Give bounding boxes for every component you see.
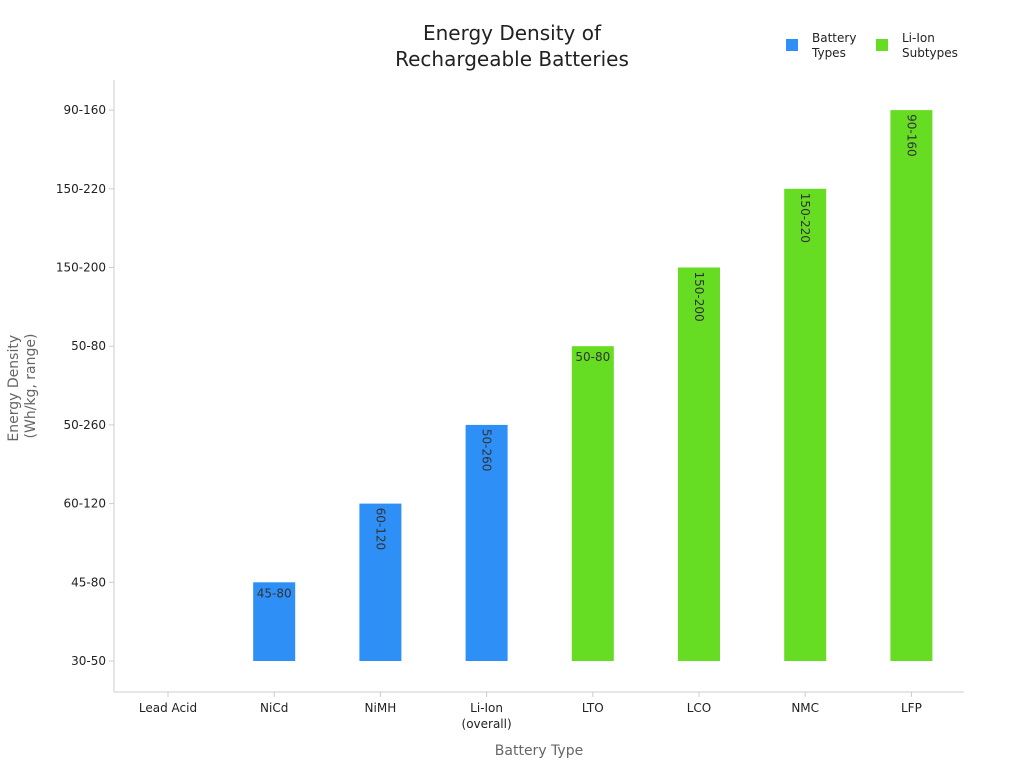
x-tick-label-line: (overall): [462, 717, 512, 731]
y-tick-label: 50-260: [63, 418, 106, 432]
bar-data-label: 150-200: [692, 272, 706, 322]
y-tick-label: 30-50: [71, 654, 106, 668]
legend-label-li-ion-subtypes: Li-Ion Subtypes: [902, 31, 984, 61]
x-tick-label: NiMH: [365, 701, 397, 715]
y-axis-title: Energy Density (Wh/kg, range): [6, 330, 39, 441]
y-ticks: 30-50 45-80 60-120 50-260 50-80 150-200 150-22…: [56, 103, 114, 668]
x-tick-label: Lead Acid: [139, 701, 197, 715]
x-tick-label-line: Lead Acid: [139, 701, 197, 715]
x-tick-label-line: LTO: [582, 701, 604, 715]
x-tick-label: LTO: [582, 701, 604, 715]
chart-title: Energy Density of Rechargeable Batteries: [312, 20, 712, 72]
x-tick-label: Li-Ion (overall): [462, 701, 512, 731]
axes-layer: [113, 80, 964, 693]
y-tick-label: 90-160: [63, 103, 106, 117]
y-tick-label: 150-220: [56, 182, 106, 196]
bar-data-label: 45-80: [257, 586, 292, 600]
x-tick-label: LFP: [901, 701, 922, 715]
bar-li-ion-overall: [465, 424, 508, 661]
x-tick-label-line: NMC: [791, 701, 819, 715]
bar-data-label: 60-120: [373, 508, 387, 551]
x-ticks: Lead Acid NiCd NiMH Li-Ion (overall) LTO LCO NM…: [139, 692, 922, 731]
y-axis-title-line-2: (Wh/kg, range): [23, 334, 39, 439]
chart-title-line-2: Rechargeable Batteries: [395, 47, 629, 71]
x-tick-label: NiCd: [260, 701, 288, 715]
legend: Battery Types Li-Ion Subtypes: [786, 31, 1016, 65]
legend-label-li-ion-subtypes-line-1: Li-Ion: [902, 31, 935, 45]
legend-label-li-ion-subtypes-line-2: Subtypes: [902, 46, 958, 60]
y-tick-label: 150-200: [56, 261, 106, 275]
bar-labels: 45-80 60-120 50-260 50-80 150-200 150-220 90-1…: [257, 114, 919, 600]
x-tick-label: NMC: [791, 701, 819, 715]
bars: [253, 110, 933, 662]
x-tick-label-line: LCO: [687, 701, 712, 715]
x-tick-label-line: NiMH: [365, 701, 397, 715]
legend-label-battery-types-line-2: Types: [812, 46, 846, 60]
x-tick-label-line: NiCd: [260, 701, 288, 715]
legend-label-battery-types-line-1: Battery: [812, 31, 857, 45]
bar-data-label: 150-220: [798, 193, 812, 243]
y-axis-title-line-1: Energy Density: [6, 335, 22, 442]
bar-nmc: [784, 188, 827, 662]
x-tick-label-line: Li-Ion: [470, 701, 503, 715]
bar-data-label: 50-260: [480, 429, 494, 472]
bar-lco: [678, 267, 720, 661]
bar-nimh: [359, 503, 402, 661]
y-tick-label: 50-80: [71, 339, 106, 353]
y-tick-label: 60-120: [63, 497, 106, 511]
legend-label-battery-types: Battery Types: [812, 31, 894, 61]
bar-data-label: 50-80: [575, 350, 610, 364]
legend-swatch-li-ion-subtypes: [876, 39, 888, 51]
bar-nicd: [253, 582, 296, 661]
legend-swatch-battery-types: [786, 39, 798, 51]
chart-title-line-1: Energy Density of: [422, 21, 602, 45]
bar-data-label: 90-160: [904, 114, 918, 157]
bar-lfp: [890, 110, 933, 662]
bar-lto: [571, 346, 614, 661]
x-tick-label-line: LFP: [901, 701, 922, 715]
x-axis-title: Battery Type: [495, 743, 583, 759]
y-tick-label: 45-80: [71, 575, 106, 589]
x-tick-label: LCO: [687, 701, 712, 715]
